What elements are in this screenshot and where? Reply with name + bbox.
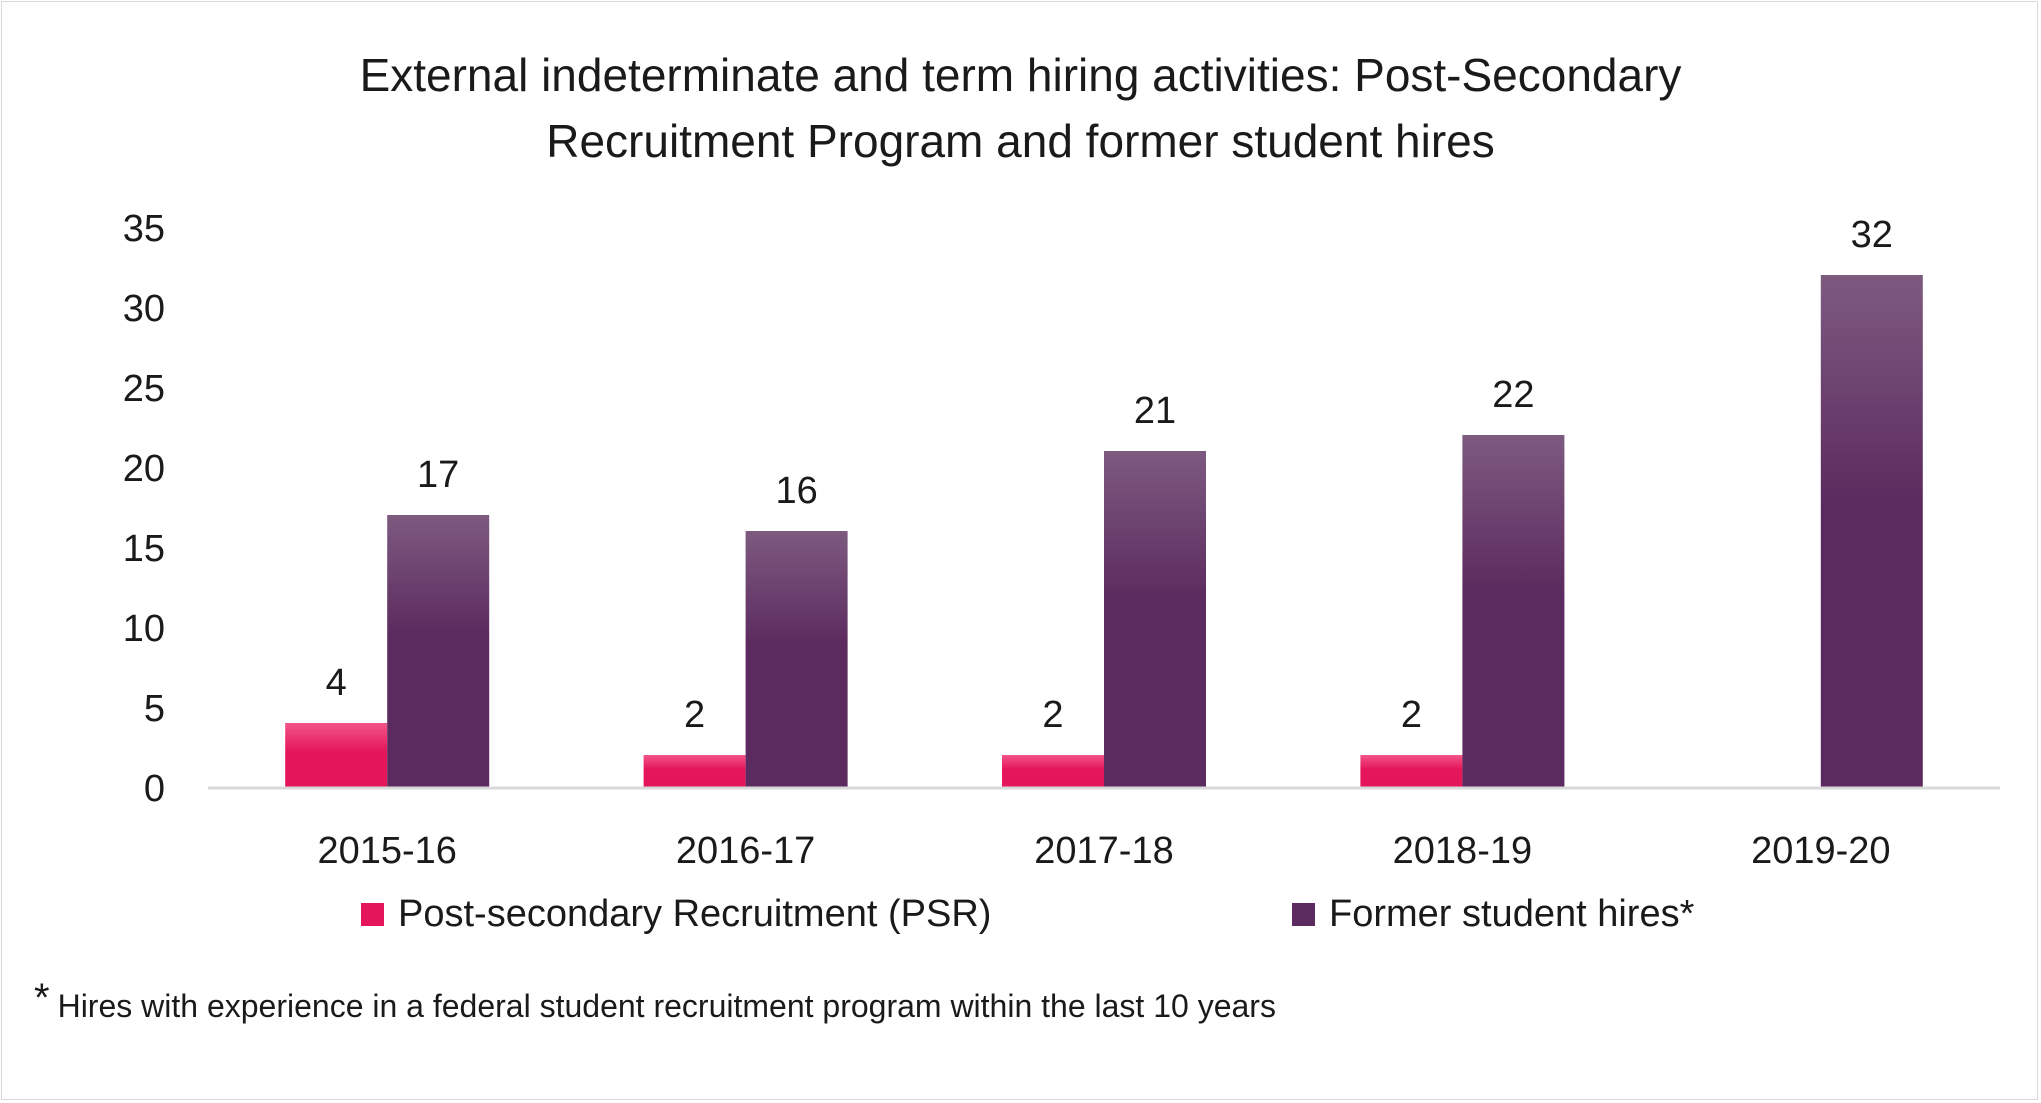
bar-former-student-hires-2016-17 <box>745 531 848 787</box>
data-label: 21 <box>1134 390 1176 432</box>
y-tick-label: 20 <box>123 448 165 490</box>
data-label: 32 <box>1851 214 1893 256</box>
bar-psr-2016-17 <box>643 755 746 787</box>
x-tick-label: 2017-18 <box>1034 830 1173 872</box>
y-tick-label: 5 <box>144 688 165 730</box>
legend-label-former-student-hires: Former student hires* <box>1329 893 1695 935</box>
legend-item-former-student-hires: Former student hires* <box>1292 893 1694 936</box>
bar-former-student-hires-2019-20 <box>1820 275 1923 787</box>
legend-swatch-former-student-hires <box>1292 903 1315 926</box>
data-label: 22 <box>1492 374 1534 416</box>
data-label: 2 <box>1042 694 1063 736</box>
x-tick-label: 2015-16 <box>317 830 456 872</box>
x-tick-label: 2016-17 <box>676 830 815 872</box>
y-tick-label: 10 <box>123 608 165 650</box>
data-label: 2 <box>684 694 705 736</box>
footnote-marker: * <box>34 976 50 1020</box>
chart-footnote: * Hires with experience in a federal stud… <box>34 976 1276 1025</box>
y-tick-label: 0 <box>144 768 165 810</box>
data-label: 17 <box>417 454 459 496</box>
chart-title-line-1: External indeterminate and term hiring a… <box>359 49 1682 101</box>
chart-title-line-2: Recruitment Program and former student h… <box>546 115 1495 167</box>
y-tick-label: 25 <box>123 368 165 410</box>
bar-psr-2015-16 <box>285 723 388 787</box>
data-label: 2 <box>1401 694 1422 736</box>
y-tick-label: 30 <box>123 288 165 330</box>
x-tick-label: 2019-20 <box>1751 830 1890 872</box>
bar-psr-2017-18 <box>1002 755 1104 787</box>
bar-psr-2018-19 <box>1360 755 1463 787</box>
bar-former-student-hires-2017-18 <box>1104 451 1206 787</box>
chart-legend: Post-secondary Recruitment (PSR) Former … <box>0 893 2041 949</box>
legend-swatch-psr <box>361 903 384 926</box>
data-label: 4 <box>326 662 347 704</box>
legend-item-psr: Post-secondary Recruitment (PSR) <box>361 893 991 936</box>
y-tick-label: 15 <box>123 528 165 570</box>
chart-title: External indeterminate and term hiring a… <box>0 42 2041 174</box>
bar-former-student-hires-2018-19 <box>1462 435 1565 787</box>
footnote-text: Hires with experience in a federal stude… <box>57 988 1276 1024</box>
data-label: 16 <box>775 470 817 512</box>
bar-former-student-hires-2015-16 <box>387 515 490 787</box>
y-tick-label: 35 <box>123 208 165 250</box>
legend-label-psr: Post-secondary Recruitment (PSR) <box>398 893 992 935</box>
x-tick-label: 2018-19 <box>1393 830 1532 872</box>
